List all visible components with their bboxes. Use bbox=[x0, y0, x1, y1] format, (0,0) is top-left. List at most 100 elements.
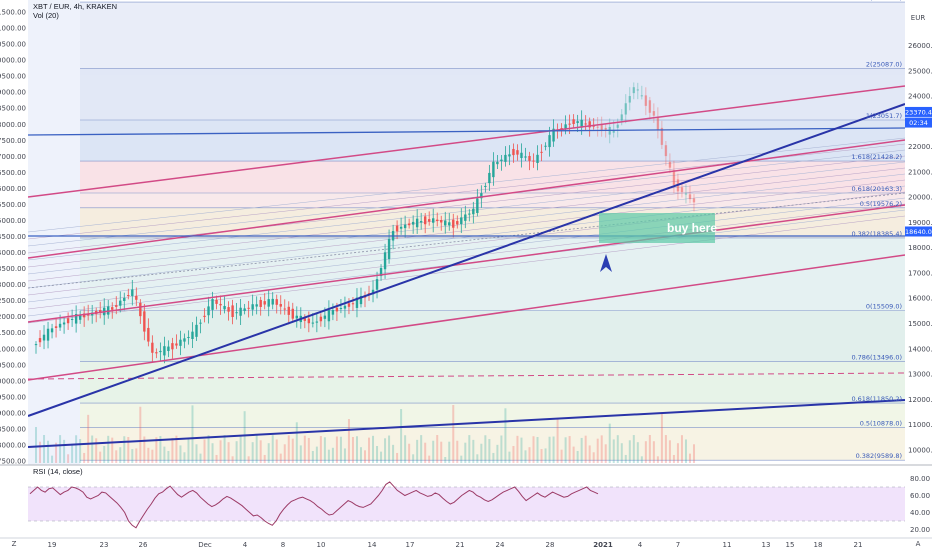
right-tick-label: 13000.00 bbox=[908, 371, 932, 379]
fib-level-label: 0(15509.0) bbox=[866, 303, 902, 311]
left-tick-label: 25000.00 bbox=[0, 217, 26, 225]
candle-body bbox=[652, 111, 656, 116]
left-tick-label: 22500.00 bbox=[0, 297, 26, 305]
candle-body bbox=[163, 346, 166, 356]
fib-zone bbox=[80, 361, 905, 404]
buy-zone-box[interactable] bbox=[599, 213, 715, 243]
candle-body bbox=[540, 151, 543, 153]
candle-body bbox=[596, 126, 599, 128]
candle-body bbox=[99, 309, 102, 313]
candle-body bbox=[34, 344, 38, 346]
volume-bar bbox=[167, 450, 170, 463]
candle-body bbox=[239, 307, 242, 316]
candle-body bbox=[496, 161, 499, 165]
time-tick-label: 23 bbox=[100, 541, 109, 549]
candle-body bbox=[628, 96, 631, 103]
dashed-line-13000[interactable] bbox=[27, 372, 906, 380]
candle-body bbox=[223, 305, 226, 310]
channel-line-mid[interactable] bbox=[27, 139, 906, 259]
volume-bar bbox=[528, 447, 531, 463]
volume-bar bbox=[532, 436, 535, 463]
volume-bar bbox=[424, 442, 427, 463]
volume-bar bbox=[139, 406, 142, 463]
volume-bar bbox=[412, 454, 415, 463]
candle-body bbox=[564, 124, 567, 129]
channel-line-bottom[interactable] bbox=[27, 254, 906, 381]
fan-line bbox=[27, 203, 906, 310]
zoom-icon[interactable]: Z bbox=[12, 540, 17, 548]
candle-body bbox=[131, 289, 134, 296]
left-tick-label: 18500.00 bbox=[0, 425, 26, 433]
candle-body bbox=[500, 159, 503, 162]
candle-body bbox=[572, 119, 575, 125]
left-price-axis[interactable] bbox=[0, 0, 28, 465]
volume-bar bbox=[480, 443, 483, 463]
main-trendline[interactable] bbox=[27, 103, 906, 417]
left-tick-label: 20500.00 bbox=[0, 361, 26, 369]
fan-line bbox=[27, 191, 906, 296]
volume-bar bbox=[103, 445, 106, 463]
auto-scale-icon[interactable]: A bbox=[916, 540, 921, 548]
candle-body bbox=[259, 299, 262, 307]
volume-bar bbox=[235, 441, 238, 463]
buy-here-label: buy here bbox=[667, 221, 717, 235]
time-axis[interactable]: 19 23 26 Dec 4 8 10 14 17 21 24 28 2021 4 7 11 13 15 18 21 bbox=[48, 541, 863, 549]
candle-body bbox=[283, 308, 286, 310]
candle-body bbox=[632, 87, 636, 94]
candle-body bbox=[303, 318, 307, 321]
candle-body bbox=[295, 315, 298, 319]
horizontal-line-27800[interactable] bbox=[27, 127, 906, 136]
candle-body bbox=[307, 318, 311, 324]
channel-line-top[interactable] bbox=[27, 85, 906, 198]
candle-body bbox=[476, 198, 479, 213]
volume-bar bbox=[656, 456, 659, 463]
volume-bar bbox=[331, 447, 334, 463]
long-trendline[interactable] bbox=[27, 399, 906, 448]
candle-body bbox=[327, 309, 331, 322]
volume-bar bbox=[87, 414, 90, 463]
volume-bar bbox=[43, 435, 46, 463]
volume-bar bbox=[275, 439, 278, 463]
candle-body bbox=[147, 327, 150, 342]
right-axis-ticks: 26000.0025000.0024000.0023000.0022000.00… bbox=[908, 42, 932, 454]
volume-bar bbox=[640, 456, 643, 463]
volume-bar bbox=[115, 450, 118, 463]
volume-bar bbox=[548, 436, 551, 463]
left-tick-label: 24500.00 bbox=[0, 233, 26, 241]
candle-body bbox=[600, 123, 603, 131]
volume-bar bbox=[39, 441, 42, 463]
volume-bar bbox=[404, 435, 407, 463]
channel-line-lower[interactable] bbox=[27, 204, 906, 323]
volume-bar bbox=[271, 435, 274, 463]
volume-bar bbox=[63, 439, 66, 463]
candle-body bbox=[528, 155, 531, 161]
volume-bar bbox=[171, 437, 174, 463]
volume-bar bbox=[472, 439, 475, 463]
right-tick-label: 18000.00 bbox=[908, 244, 932, 252]
volume-bar bbox=[191, 405, 194, 463]
volume-bar bbox=[215, 454, 218, 463]
volume-bar bbox=[652, 441, 655, 463]
left-tick-label: 27500.00 bbox=[0, 137, 26, 145]
candle-body bbox=[235, 312, 238, 314]
candle-body bbox=[287, 306, 290, 315]
candle-body bbox=[456, 221, 459, 225]
volume-bar bbox=[255, 435, 258, 463]
volume-bar bbox=[75, 435, 78, 463]
price-label-tag bbox=[905, 226, 932, 237]
candle-body bbox=[680, 187, 684, 193]
candle-body bbox=[560, 128, 563, 130]
right-price-axis[interactable] bbox=[905, 0, 932, 550]
fan-lines bbox=[27, 137, 906, 324]
volume-bar bbox=[295, 422, 298, 463]
volume-bar bbox=[448, 441, 451, 463]
left-tick-label: 29500.00 bbox=[0, 73, 26, 81]
left-tick-label: 30500.00 bbox=[0, 41, 26, 49]
volume-bar bbox=[536, 437, 539, 463]
left-tick-label: 26500.00 bbox=[0, 169, 26, 177]
candle-body bbox=[668, 161, 672, 168]
volume-bar bbox=[91, 435, 94, 463]
candle-body bbox=[399, 226, 403, 229]
candle-body bbox=[379, 267, 383, 277]
